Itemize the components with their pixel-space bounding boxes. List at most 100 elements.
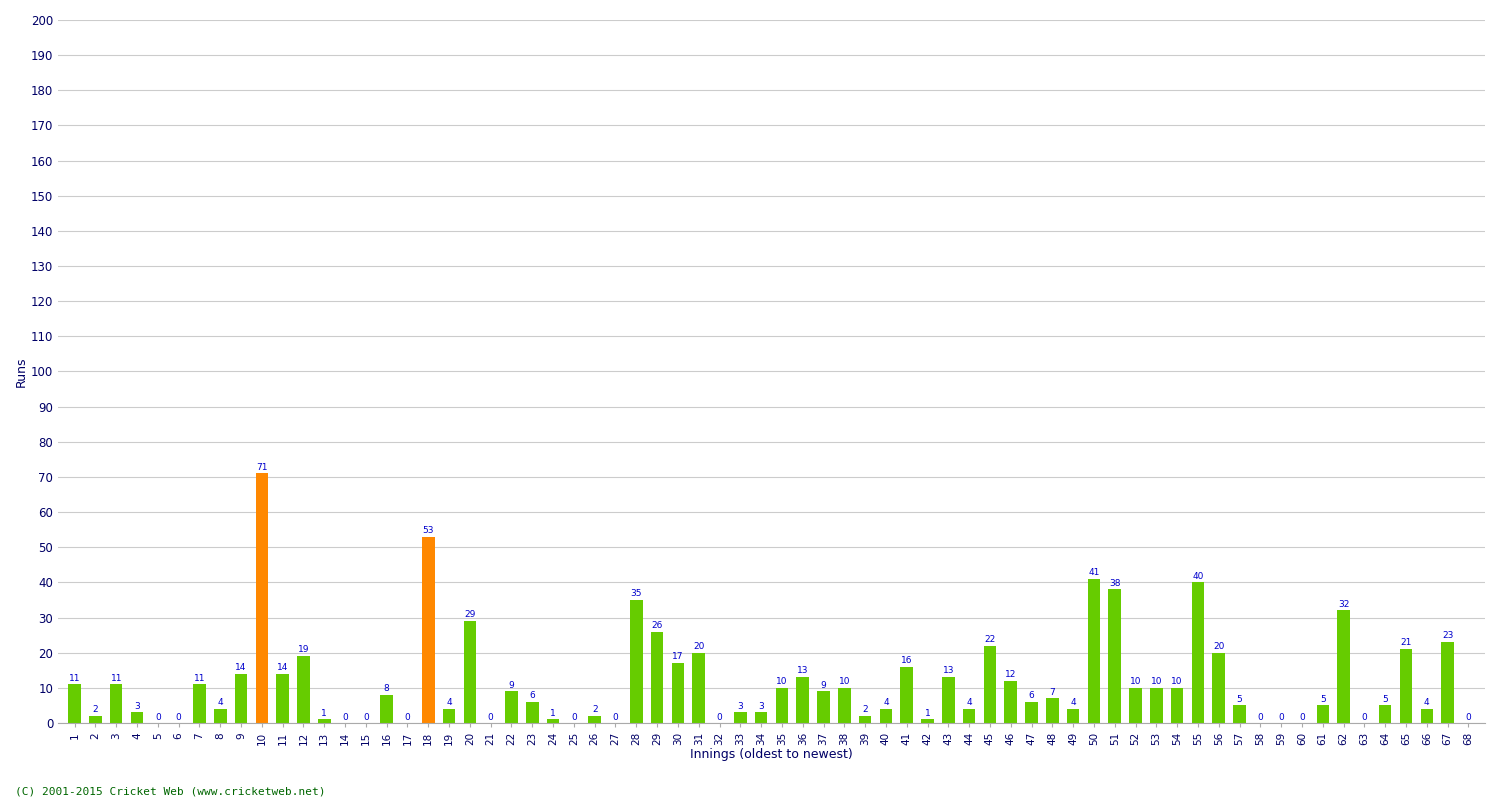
Bar [630, 600, 642, 723]
Text: 11: 11 [111, 674, 122, 682]
Bar [672, 663, 684, 723]
Text: 14: 14 [236, 663, 248, 672]
Text: 4: 4 [217, 698, 223, 707]
Text: 1: 1 [550, 709, 556, 718]
Text: 29: 29 [464, 610, 476, 619]
Text: 11: 11 [194, 674, 206, 682]
Bar [255, 474, 268, 723]
Bar [984, 646, 996, 723]
Text: 3: 3 [738, 702, 742, 710]
Bar [651, 631, 663, 723]
Text: 6: 6 [530, 691, 536, 700]
Bar [1150, 688, 1162, 723]
Bar [194, 684, 206, 723]
Bar [130, 713, 144, 723]
Bar [276, 674, 290, 723]
Text: 4: 4 [966, 698, 972, 707]
Bar [236, 674, 248, 723]
Bar [1233, 706, 1246, 723]
Bar [1191, 582, 1204, 723]
Bar [464, 621, 476, 723]
Text: 14: 14 [278, 663, 288, 672]
Bar [1212, 653, 1225, 723]
Text: 35: 35 [630, 589, 642, 598]
Text: (C) 2001-2015 Cricket Web (www.cricketweb.net): (C) 2001-2015 Cricket Web (www.cricketwe… [15, 786, 326, 796]
Text: 5: 5 [1383, 694, 1388, 704]
Text: 1: 1 [924, 709, 930, 718]
Text: 26: 26 [651, 621, 663, 630]
Text: 17: 17 [672, 653, 684, 662]
Bar [1378, 706, 1392, 723]
Text: 0: 0 [154, 713, 160, 722]
Bar [422, 537, 435, 723]
Text: 32: 32 [1338, 600, 1348, 609]
Text: 4: 4 [447, 698, 452, 707]
Text: 0: 0 [363, 713, 369, 722]
Bar [839, 688, 850, 723]
Text: 19: 19 [297, 646, 309, 654]
Bar [1108, 590, 1120, 723]
Text: 0: 0 [1362, 713, 1366, 722]
X-axis label: Innings (oldest to newest): Innings (oldest to newest) [690, 748, 853, 761]
Bar [942, 678, 954, 723]
Text: 0: 0 [572, 713, 578, 722]
Text: 3: 3 [134, 702, 140, 710]
Text: 11: 11 [69, 674, 81, 682]
Text: 0: 0 [1466, 713, 1472, 722]
Bar [921, 719, 934, 723]
Bar [1066, 709, 1080, 723]
Bar [1420, 709, 1432, 723]
Bar [548, 719, 560, 723]
Bar [297, 656, 309, 723]
Text: 4: 4 [1071, 698, 1076, 707]
Bar [754, 713, 768, 723]
Text: 13: 13 [796, 666, 808, 675]
Text: 71: 71 [256, 462, 267, 472]
Text: 13: 13 [942, 666, 954, 675]
Bar [110, 684, 123, 723]
Text: 12: 12 [1005, 670, 1017, 679]
Bar [1172, 688, 1184, 723]
Text: 10: 10 [1150, 677, 1162, 686]
Bar [1130, 688, 1142, 723]
Bar [318, 719, 330, 723]
Text: 23: 23 [1442, 631, 1454, 640]
Bar [879, 709, 892, 723]
Text: 10: 10 [776, 677, 788, 686]
Text: 3: 3 [758, 702, 764, 710]
Text: 9: 9 [509, 681, 515, 690]
Text: 20: 20 [693, 642, 705, 651]
Bar [900, 666, 914, 723]
Bar [818, 691, 830, 723]
Bar [796, 678, 808, 723]
Bar [214, 709, 226, 723]
Text: 10: 10 [839, 677, 850, 686]
Bar [1400, 649, 1411, 723]
Text: 38: 38 [1108, 578, 1120, 588]
Bar [1317, 706, 1329, 723]
Bar [381, 695, 393, 723]
Text: 0: 0 [342, 713, 348, 722]
Text: 0: 0 [176, 713, 181, 722]
Text: 4: 4 [884, 698, 888, 707]
Bar [506, 691, 518, 723]
Text: 40: 40 [1192, 571, 1203, 581]
Bar [442, 709, 456, 723]
Bar [1088, 579, 1100, 723]
Text: 22: 22 [984, 635, 996, 644]
Text: 41: 41 [1088, 568, 1100, 577]
Bar [88, 716, 102, 723]
Bar [588, 716, 602, 723]
Bar [693, 653, 705, 723]
Text: 5: 5 [1320, 694, 1326, 704]
Text: 0: 0 [1278, 713, 1284, 722]
Bar [1026, 702, 1038, 723]
Text: 8: 8 [384, 684, 390, 693]
Text: 9: 9 [821, 681, 827, 690]
Bar [859, 716, 871, 723]
Text: 0: 0 [1257, 713, 1263, 722]
Text: 7: 7 [1050, 687, 1054, 697]
Bar [1005, 681, 1017, 723]
Bar [963, 709, 975, 723]
Text: 5: 5 [1236, 694, 1242, 704]
